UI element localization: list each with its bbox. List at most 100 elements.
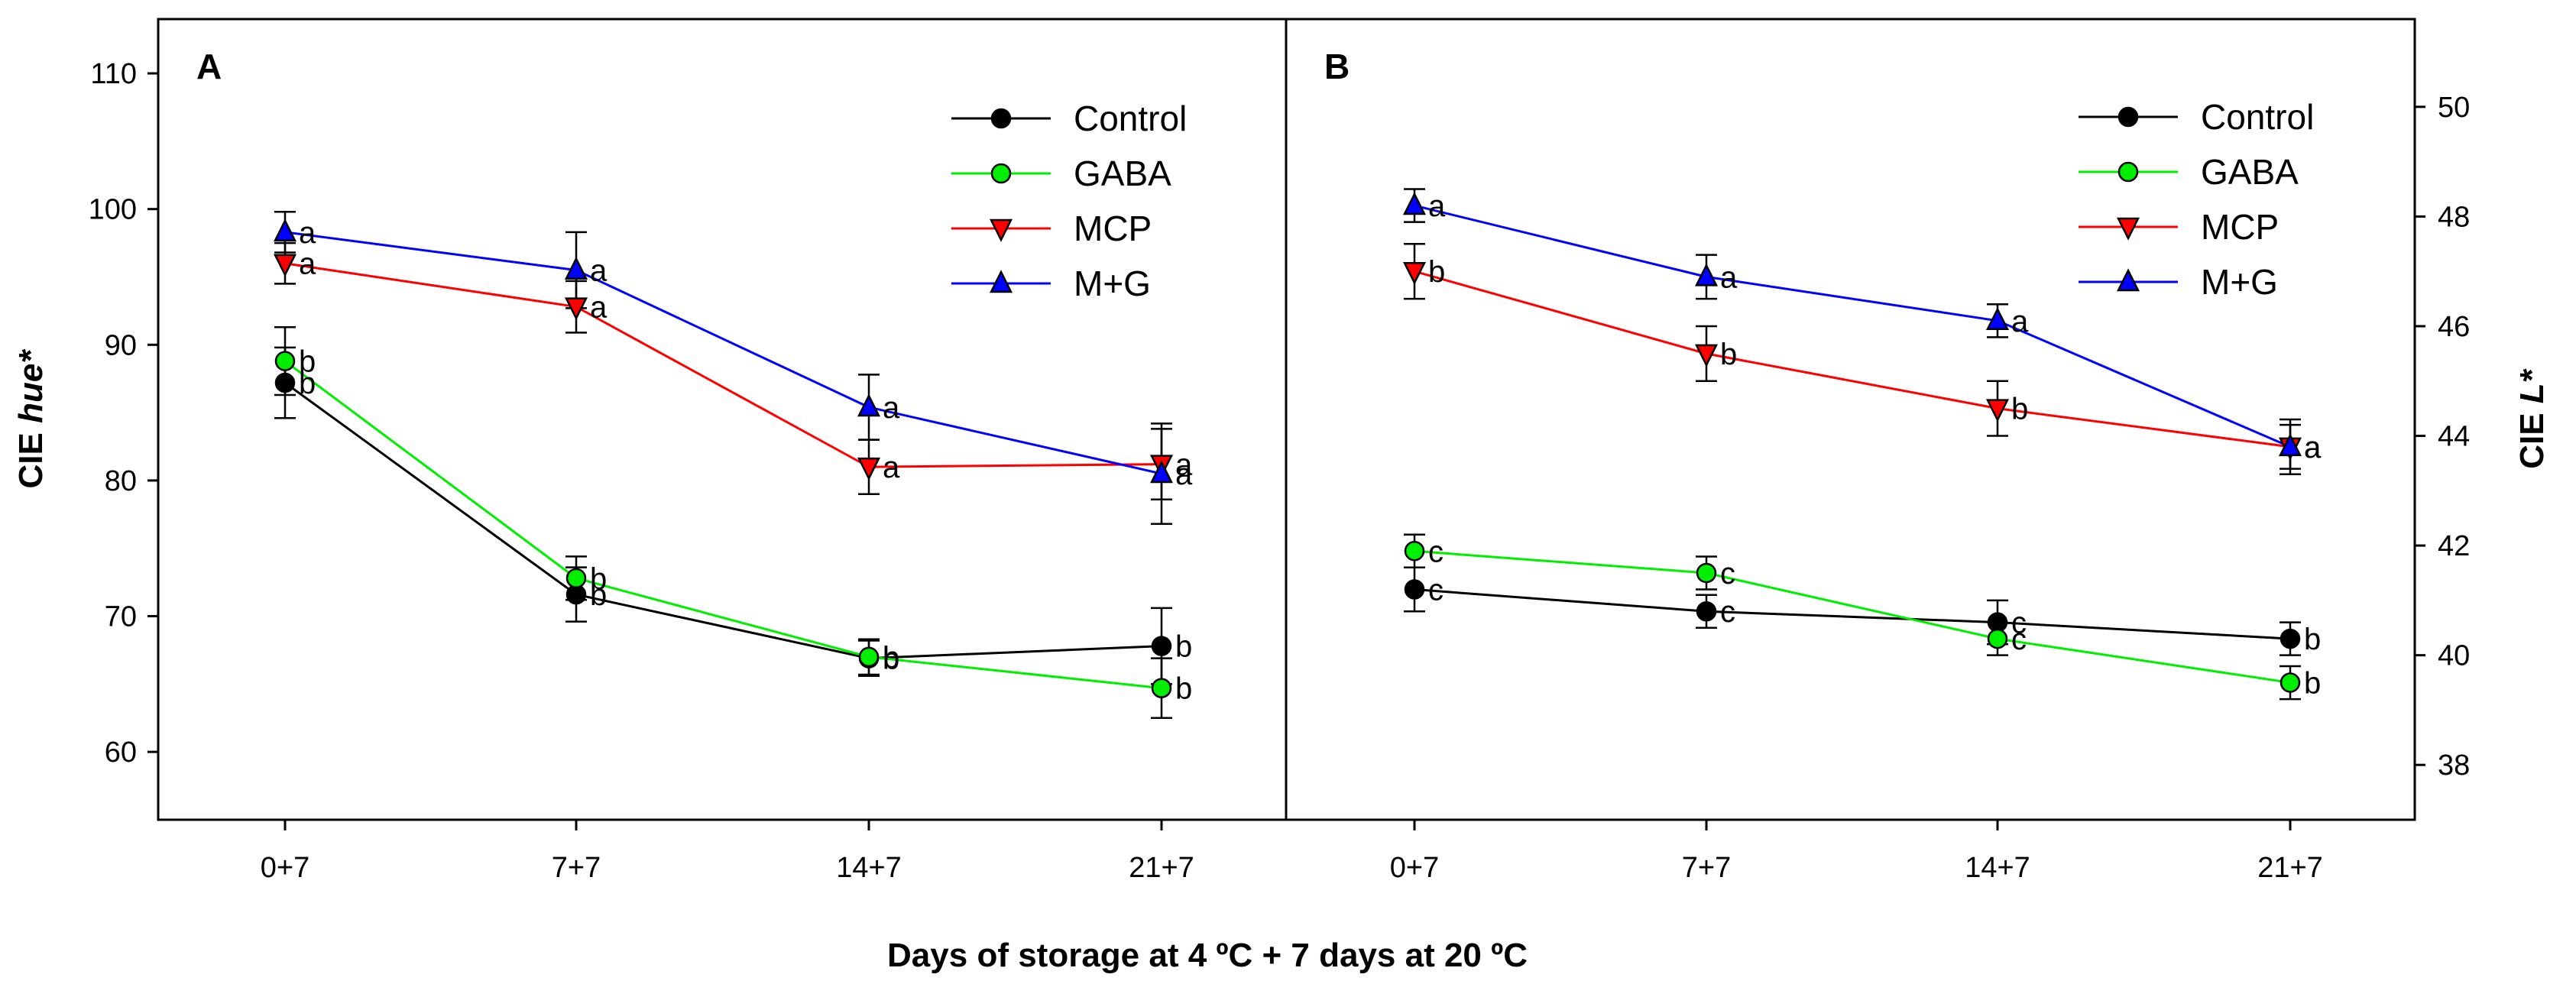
- legend-marker-mcp: [989, 218, 1013, 242]
- significance-letter-mcp: b: [1720, 338, 1737, 371]
- data-point-mcp: [857, 457, 881, 481]
- x-axis-title: Days of storage at 4 ºC + 7 days at 20 º…: [887, 937, 1528, 974]
- significance-letter-mcp: a: [1175, 448, 1193, 482]
- legend-marker-mcp: [2116, 217, 2140, 241]
- significance-letter-control: c: [1428, 574, 1444, 607]
- y-tick-label: 40: [2438, 640, 2470, 672]
- significance-letter-gaba: b: [2304, 667, 2321, 701]
- significance-letter-control: b: [299, 367, 316, 400]
- data-point-m-g: [2278, 433, 2302, 457]
- plot-frame: [157, 18, 1288, 821]
- legend-label-m-g: M+G: [2201, 262, 2278, 302]
- significance-letter-control: b: [590, 578, 607, 612]
- legend-label-mcp: MCP: [1074, 209, 1152, 248]
- panel-label: B: [1324, 47, 1350, 86]
- legend-marker-m-g: [989, 270, 1013, 293]
- significance-letter-m-g: a: [1720, 261, 1738, 294]
- data-point-mcp: [273, 254, 297, 277]
- series-line-gaba: [284, 360, 1162, 690]
- y-tick-label: 80: [105, 465, 137, 497]
- significance-letter-mcp: b: [2011, 393, 2028, 426]
- significance-letter-m-g: a: [2011, 305, 2029, 338]
- data-point-gaba: [1696, 562, 1717, 584]
- legend-marker-gaba: [990, 163, 1012, 184]
- data-point-mcp: [1402, 261, 1427, 285]
- significance-letter-mcp: a: [590, 291, 608, 325]
- data-point-gaba: [858, 646, 880, 668]
- series-line-gaba: [1414, 549, 2291, 685]
- series-line-control: [1414, 588, 2291, 640]
- data-point-mcp: [564, 297, 588, 321]
- significance-letter-control: b: [1175, 630, 1192, 664]
- y-tick-label: 90: [105, 329, 137, 361]
- significance-letter-gaba: c: [1720, 557, 1735, 591]
- data-point-control: [1404, 579, 1425, 600]
- significance-letter-mcp: a: [883, 451, 900, 484]
- data-point-m-g: [1402, 192, 1427, 215]
- significance-letter-control: b: [883, 643, 899, 676]
- data-point-gaba: [2280, 672, 2301, 693]
- y-tick-label: 42: [2438, 530, 2470, 562]
- significance-letter-gaba: b: [1175, 672, 1192, 706]
- legend-label-gaba: GABA: [1074, 154, 1171, 193]
- legend-label-m-g: M+G: [1074, 264, 1151, 303]
- x-tick-label: 21+7: [1129, 852, 1194, 884]
- legend-marker-m-g: [2116, 268, 2140, 292]
- data-point-m-g: [564, 256, 588, 280]
- data-point-gaba: [1987, 628, 2008, 649]
- data-point-control: [274, 372, 296, 393]
- data-point-gaba: [1151, 678, 1172, 698]
- y-axis-title-italic: L*: [2513, 368, 2551, 403]
- x-tick-label: 7+7: [552, 852, 601, 884]
- series-line-mcp: [284, 262, 1162, 468]
- x-tick-label: 0+7: [1390, 852, 1439, 884]
- data-point-m-g: [1985, 306, 2010, 331]
- series-line-m-g: [1414, 204, 2291, 448]
- data-point-m-g: [857, 393, 881, 417]
- significance-letter-mcp: b: [1428, 255, 1445, 289]
- significance-letter-m-g: a: [590, 254, 608, 288]
- significance-letter-gaba: b: [590, 562, 607, 596]
- x-tick-label: 14+7: [836, 852, 902, 884]
- series-line-mcp: [1414, 270, 2291, 448]
- data-point-gaba: [565, 568, 587, 589]
- y-tick-label: 110: [90, 58, 137, 90]
- significance-letter-m-g: a: [2304, 431, 2322, 464]
- y-axis-title-prefix: CIE: [12, 423, 50, 489]
- significance-letter-m-g: a: [1428, 189, 1446, 223]
- y-axis-title: CIE L*: [2513, 368, 2551, 468]
- data-point-m-g: [1149, 460, 1174, 484]
- significance-letter-mcp: a: [299, 248, 316, 281]
- legend-label-control: Control: [1074, 99, 1187, 138]
- significance-letter-mcp: a: [2304, 431, 2322, 464]
- x-tick-label: 14+7: [1965, 852, 2030, 884]
- data-point-control: [1696, 600, 1717, 622]
- significance-letter-gaba: b: [299, 345, 316, 379]
- legend-label-gaba: GABA: [2201, 152, 2299, 192]
- y-tick-label: 46: [2438, 311, 2470, 343]
- significance-letter-gaba: c: [1428, 535, 1444, 568]
- y-tick-label: 100: [89, 194, 137, 226]
- x-tick-label: 7+7: [1682, 852, 1731, 884]
- legend-marker-gaba: [2118, 161, 2139, 183]
- significance-letter-m-g: a: [1175, 458, 1193, 491]
- data-point-gaba: [274, 351, 296, 371]
- significance-letter-m-g: a: [883, 391, 900, 425]
- significance-letter-m-g: a: [299, 216, 316, 250]
- y-tick-label: 38: [2438, 749, 2470, 782]
- series-line-control: [284, 381, 1162, 660]
- legend-marker-control: [2118, 106, 2139, 128]
- significance-letter-gaba: b: [883, 641, 899, 675]
- y-tick-label: 60: [105, 736, 137, 769]
- data-point-m-g: [273, 218, 297, 242]
- legend-label-control: Control: [2201, 97, 2314, 137]
- significance-letter-control: c: [1720, 595, 1735, 629]
- data-point-m-g: [1694, 263, 1719, 286]
- data-point-mcp: [1985, 399, 2010, 422]
- plot-frame: [1285, 18, 2416, 821]
- data-point-gaba: [1404, 541, 1425, 562]
- data-point-control: [1151, 636, 1172, 656]
